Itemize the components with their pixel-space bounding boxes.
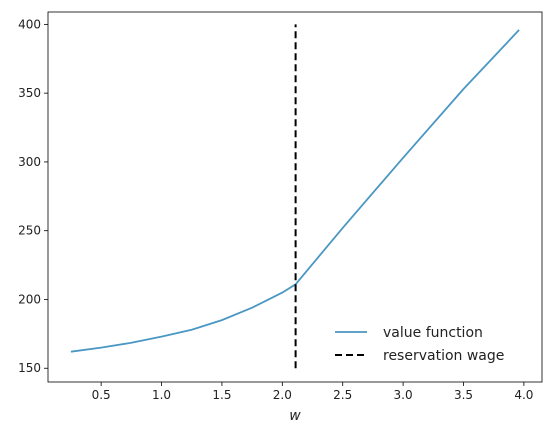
y-tick-label: 250 <box>18 224 41 238</box>
y-tick-label: 300 <box>18 155 41 169</box>
y-tick-label: 150 <box>18 361 41 375</box>
y-tick-label: 400 <box>18 17 41 31</box>
legend: value function reservation wage <box>335 325 504 364</box>
x-tick-label: 2.0 <box>273 388 292 402</box>
x-tick-label: 2.5 <box>333 388 352 402</box>
y-tick-label: 350 <box>18 86 41 100</box>
x-tick-label: 1.5 <box>212 388 231 402</box>
legend-label: reservation wage <box>383 348 504 364</box>
y-tick-label: 200 <box>18 292 41 306</box>
x-tick-label: 3.0 <box>394 388 413 402</box>
plot-area <box>70 24 520 369</box>
series-line-value-function <box>70 29 520 353</box>
x-tick-label: 3.5 <box>454 388 473 402</box>
x-tick-label: 0.5 <box>92 388 111 402</box>
axes-frame <box>47 11 543 383</box>
x-axis-label: w <box>289 408 301 424</box>
axis-ticks: 0.5 1.0 1.5 2.0 2.5 3.0 3.5 4.0 150 200 250 300 350 4… <box>18 17 533 402</box>
x-tick-label: 4.0 <box>514 388 533 402</box>
x-tick-label: 1.0 <box>152 388 171 402</box>
legend-label: value function <box>383 325 483 341</box>
